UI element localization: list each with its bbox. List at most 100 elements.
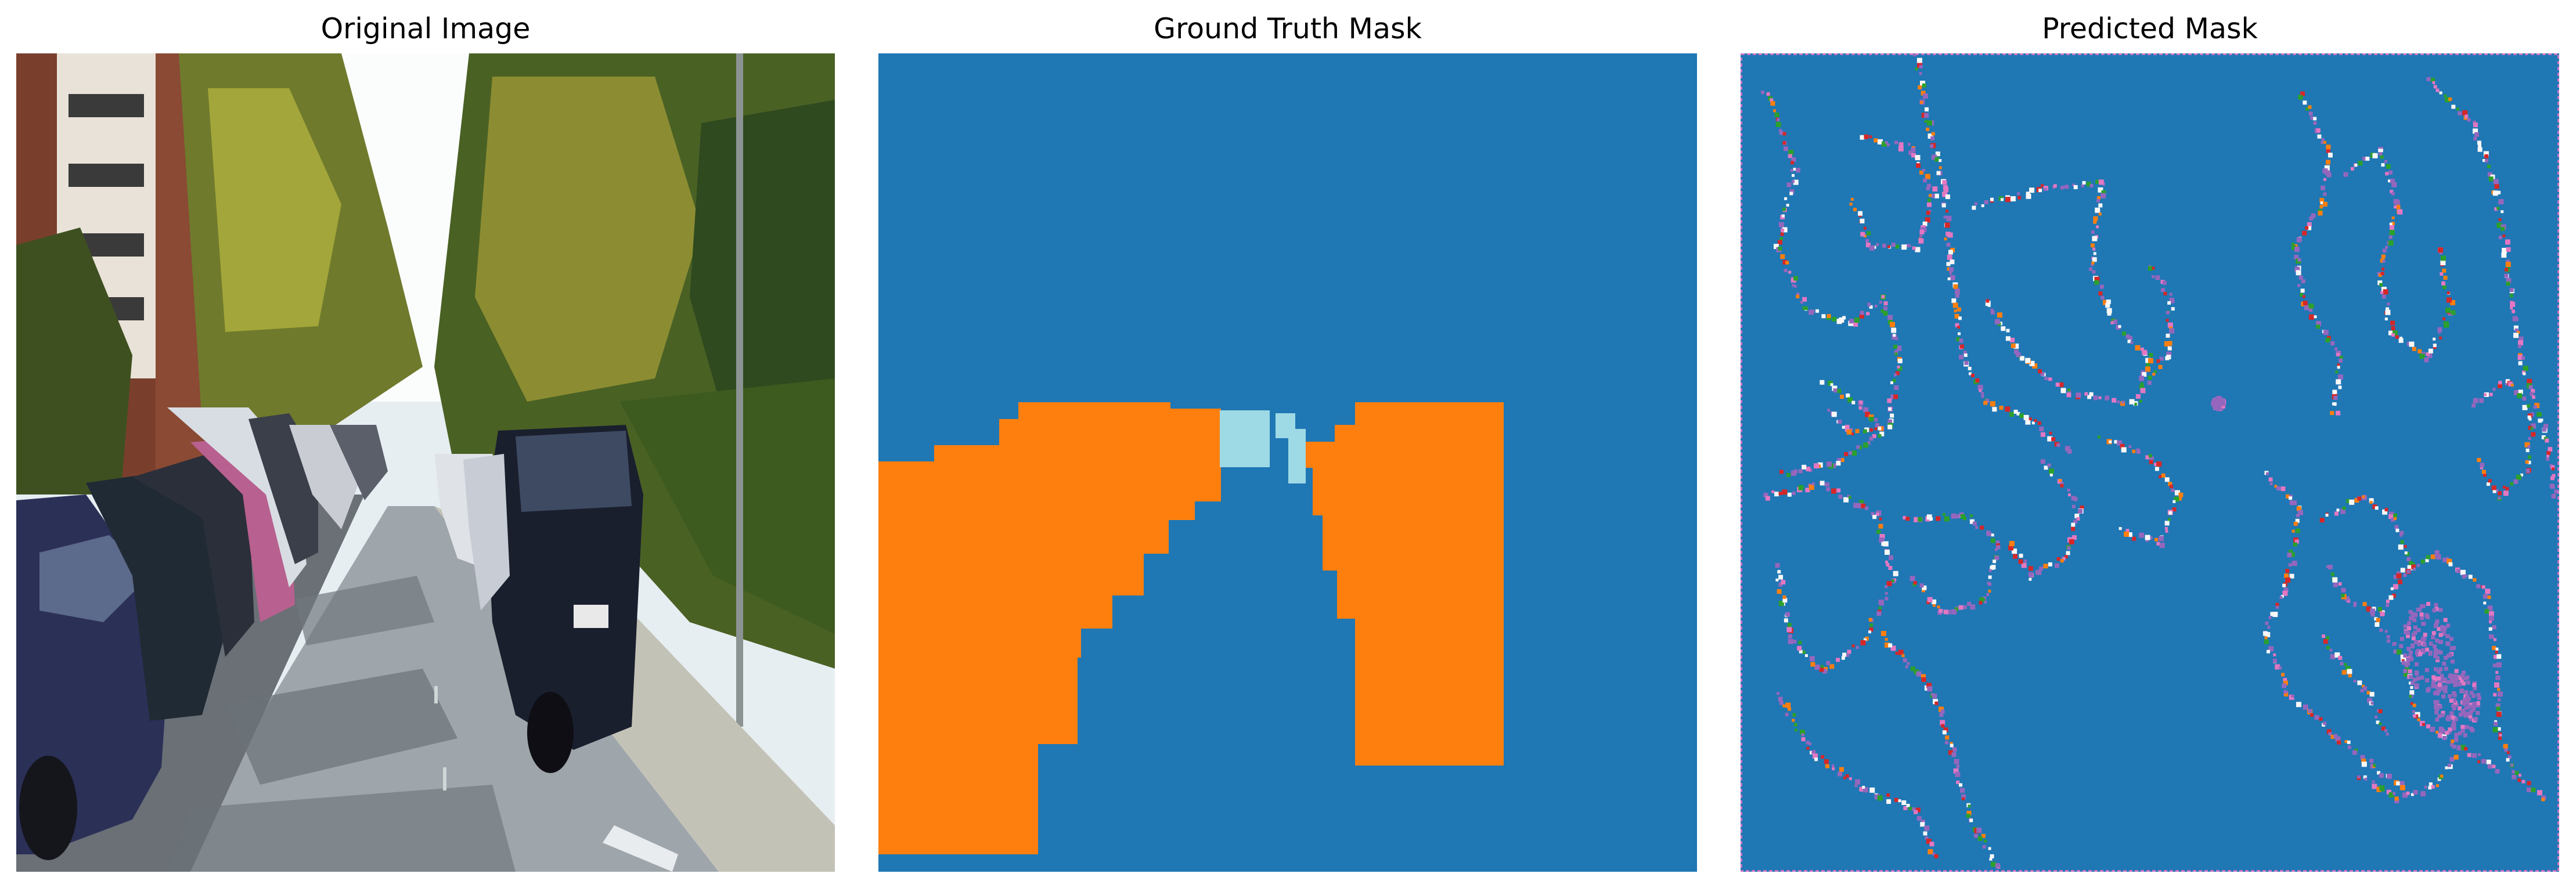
edge-speck	[1775, 121, 1781, 127]
edge-speck	[2407, 565, 2413, 571]
edge-speck	[2388, 792, 2394, 797]
edge-speck	[2506, 247, 2511, 252]
edge-speck	[2372, 780, 2375, 784]
edge-speck	[2488, 611, 2494, 617]
edge-speck	[1813, 753, 1818, 759]
edge-speck	[1994, 409, 1997, 412]
edge-speck	[1994, 548, 1998, 551]
edge-speck	[1868, 630, 1871, 634]
blob-speck	[2433, 684, 2437, 688]
edge-speck	[2494, 638, 2496, 641]
edge-speck	[1956, 337, 1961, 342]
edge-speck	[2498, 199, 2504, 204]
blob-speck	[2403, 669, 2408, 673]
blob-speck	[2451, 674, 2456, 678]
edge-speck	[1954, 288, 1960, 294]
edge-speck	[1923, 93, 1928, 99]
edge-speck	[1826, 487, 1831, 492]
edge-speck	[1922, 169, 1926, 172]
edge-speck	[2009, 411, 2014, 417]
edge-speck	[2492, 190, 2498, 196]
edge-speck	[2326, 645, 2330, 649]
edge-speck	[2311, 213, 2316, 218]
edge-speck	[1990, 565, 1994, 570]
edge-speck	[1780, 254, 1785, 259]
blob-speck	[2454, 738, 2459, 742]
edge-speck	[1876, 529, 1881, 534]
edge-speck	[1806, 746, 1810, 750]
edge-speck	[2388, 235, 2393, 239]
blob-speck	[2460, 673, 2465, 678]
edge-speck	[2362, 602, 2367, 607]
edge-speck	[1976, 828, 1982, 833]
edge-speck	[2026, 193, 2031, 199]
edge-speck	[1941, 203, 1946, 208]
edge-speck	[2467, 118, 2471, 122]
edge-speck	[2400, 540, 2404, 544]
edge-speck	[2305, 226, 2309, 230]
edge-speck	[1778, 575, 1784, 580]
edge-speck	[2376, 709, 2380, 712]
edge-speck	[2172, 507, 2177, 512]
edge-speck	[1975, 202, 1977, 205]
edge-speck	[2393, 513, 2397, 518]
edge-speck	[2496, 662, 2502, 668]
blob-speck	[2434, 677, 2438, 681]
edge-speck	[1787, 623, 1792, 627]
blob-speck	[2411, 643, 2415, 648]
edge-speck	[1892, 243, 1896, 247]
edge-speck	[2395, 528, 2400, 532]
edge-speck	[2127, 340, 2131, 344]
edge-speck	[1943, 727, 1948, 732]
edge-speck	[2379, 609, 2383, 613]
edge-speck	[2385, 246, 2388, 249]
edge-speck	[1971, 373, 1975, 377]
edge-speck	[1855, 779, 1861, 785]
edge-speck	[2380, 787, 2385, 792]
edge-speck	[2323, 192, 2327, 196]
edge-speck	[2029, 187, 2034, 193]
edge-speck	[2296, 506, 2301, 511]
edge-speck	[2139, 532, 2145, 538]
edge-speck	[2283, 587, 2289, 593]
edge-speck	[1877, 795, 1883, 801]
edge-speck	[1785, 702, 1791, 708]
edge-speck	[2357, 496, 2362, 501]
edge-speck	[1800, 730, 1805, 735]
edge-speck	[1777, 118, 1780, 121]
edge-speck	[2552, 474, 2556, 478]
edge-speck	[1942, 512, 1945, 516]
edge-speck	[2080, 506, 2084, 510]
edge-speck	[1926, 683, 1932, 688]
edge-speck	[1927, 202, 1932, 207]
blob-speck	[2445, 717, 2450, 721]
blob-speck	[2413, 630, 2418, 635]
edge-speck	[2098, 435, 2101, 439]
edge-speck	[2032, 363, 2038, 369]
edge-speck	[2169, 485, 2173, 489]
edge-speck	[2112, 398, 2117, 403]
edge-speck	[2284, 692, 2289, 696]
blob-speck	[2403, 624, 2408, 629]
edge-speck	[2031, 421, 2035, 425]
edge-speck	[2098, 291, 2103, 296]
edge-speck	[2363, 775, 2367, 779]
edge-speck	[1910, 666, 1915, 672]
edge-speck	[2328, 565, 2333, 570]
edge-speck	[1875, 512, 1879, 517]
edge-speck	[1801, 733, 1804, 737]
edge-speck	[1793, 168, 1796, 171]
edge-speck	[2496, 712, 2502, 717]
edge-speck	[1874, 427, 1878, 431]
edge-speck	[2361, 761, 2367, 767]
blob-speck	[2434, 705, 2438, 709]
blob-speck	[2438, 633, 2443, 637]
edge-speck	[2295, 518, 2300, 523]
blob-speck	[2431, 631, 2436, 636]
edge-speck	[2330, 572, 2334, 576]
light-class-region-1	[1220, 410, 1270, 467]
edge-speck	[2484, 609, 2489, 614]
edge-speck	[2308, 709, 2312, 713]
edge-speck	[2167, 301, 2171, 305]
edge-speck	[2120, 443, 2125, 449]
